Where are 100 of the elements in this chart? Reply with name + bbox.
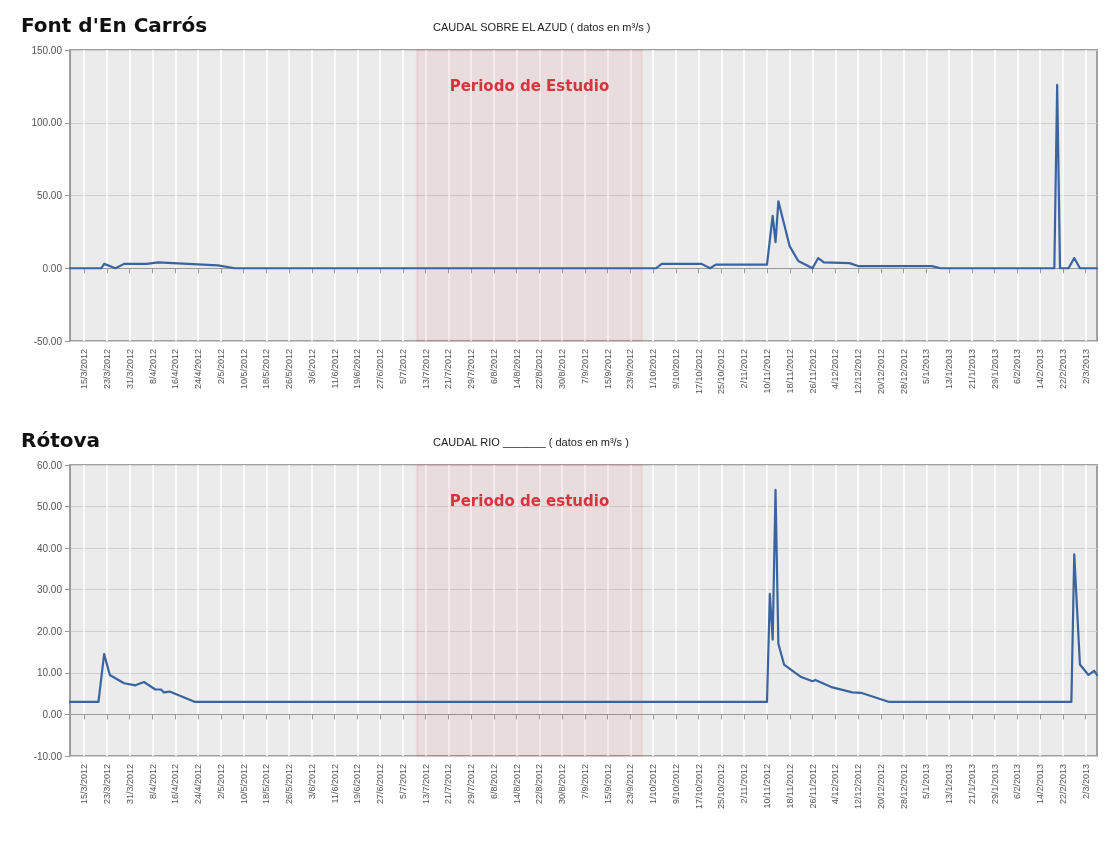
x-tick-label: 22/8/2012 [534,349,545,390]
x-tick-label: 13/1/2013 [944,349,955,390]
x-tick-label: 8/4/2012 [147,349,158,385]
x-tick-label: 13/7/2012 [420,764,431,805]
x-tick-label: 2/11/2012 [739,349,750,389]
y-tick-label: 60.00 [36,459,63,471]
x-tick-label: 2/11/2012 [739,764,750,804]
x-tick-label: 23/9/2012 [625,349,636,390]
x-tick-label: 5/7/2012 [397,349,408,385]
x-tick-label: 6/8/2012 [488,764,499,800]
y-tick-label: 30.00 [36,584,63,596]
y-tick-label: -50.00 [33,335,63,347]
band-label: Periodo de estudio [449,492,610,511]
band-label: Periodo de Estudio [449,77,610,96]
x-tick-label: 31/3/2012 [124,764,135,805]
x-tick-label: 14/8/2012 [511,764,522,805]
x-tick-label: 19/6/2012 [352,764,363,805]
x-tick-label: 29/7/2012 [466,349,477,390]
x-tick-label: 10/5/2012 [238,764,249,805]
x-tick-label: 29/7/2012 [466,764,477,805]
chart-subtitle: CAUDAL SOBRE EL AZUD ( datos en m³/s ) [433,20,651,33]
x-tick-label: 4/12/2012 [830,764,841,805]
x-tick-label: 28/12/2012 [898,349,909,395]
y-tick-label: 10.00 [36,667,63,679]
x-tick-label: 4/12/2012 [830,349,841,390]
x-tick-label: 23/9/2012 [625,764,636,805]
x-tick-label: 21/7/2012 [443,349,454,390]
x-tick-label: 6/2/2013 [1012,349,1023,385]
x-tick-label: 17/10/2012 [693,764,704,810]
x-tick-label: 9/10/2012 [670,349,681,390]
y-tick-label: 150.00 [31,44,63,56]
chart-title: Rótova [21,428,100,452]
x-tick-label: 27/6/2012 [375,764,386,805]
x-tick-label: 5/7/2012 [397,764,408,800]
x-tick-label: 27/6/2012 [375,349,386,390]
x-tick-label: 30/8/2012 [557,349,568,390]
x-tick-label: 23/3/2012 [101,349,112,390]
x-tick-label: 22/2/2013 [1057,764,1068,805]
y-tick-label: 100.00 [31,117,63,129]
x-tick-label: 26/5/2012 [284,349,295,390]
x-tick-label: 14/2/2013 [1035,349,1046,390]
x-tick-label: 21/7/2012 [443,764,454,805]
x-tick-label: 16/4/2012 [170,349,181,390]
chart-title: Font d'En Carrós [21,13,208,37]
x-tick-label: 30/8/2012 [557,764,568,805]
x-tick-label: 17/10/2012 [693,349,704,395]
x-tick-label: 10/5/2012 [238,349,249,390]
x-tick-label: 29/1/2013 [989,764,1000,805]
x-tick-label: 20/12/2012 [875,349,886,395]
x-tick-label: 5/1/2013 [921,349,932,385]
x-tick-label: 8/4/2012 [147,764,158,800]
x-tick-label: 2/5/2012 [215,349,226,385]
x-tick-label: 22/2/2013 [1057,349,1068,390]
x-tick-label: 3/6/2012 [306,349,317,385]
x-tick-label: 15/3/2012 [79,764,90,805]
x-tick-label: 21/1/2013 [966,349,977,390]
y-tick-label: -10.00 [33,750,63,762]
y-tick-label: 50.00 [36,501,63,513]
x-tick-label: 2/3/2013 [1080,349,1091,385]
x-tick-label: 9/10/2012 [670,764,681,805]
chart-subtitle: CAUDAL RIO _______ ( datos en m³/s ) [433,435,629,448]
y-tick-label: 40.00 [36,542,63,554]
x-tick-label: 19/6/2012 [352,349,363,390]
y-tick-label: 0.00 [42,262,63,274]
x-tick-label: 5/1/2013 [921,764,932,800]
x-tick-label: 26/11/2012 [807,764,818,809]
x-tick-label: 26/5/2012 [284,764,295,805]
y-tick-label: 0.00 [42,708,63,720]
x-tick-label: 28/12/2012 [898,764,909,810]
y-tick-label: 20.00 [36,625,63,637]
x-tick-label: 24/4/2012 [193,349,204,390]
x-tick-label: 15/3/2012 [79,349,90,390]
x-tick-label: 12/12/2012 [853,349,864,395]
x-tick-label: 10/11/2012 [761,764,772,809]
x-tick-label: 18/11/2012 [784,349,795,394]
x-tick-label: 11/6/2012 [329,764,340,804]
x-tick-label: 15/9/2012 [602,349,613,390]
x-tick-label: 29/1/2013 [989,349,1000,390]
x-tick-label: 10/11/2012 [761,349,772,394]
x-tick-label: 15/9/2012 [602,764,613,805]
x-tick-label: 11/6/2012 [329,349,340,389]
x-tick-label: 7/9/2012 [579,349,590,385]
x-tick-label: 1/10/2012 [648,349,659,390]
x-tick-label: 24/4/2012 [193,764,204,805]
x-tick-label: 6/2/2013 [1012,764,1023,800]
x-tick-label: 18/11/2012 [784,764,795,809]
x-tick-label: 20/12/2012 [875,764,886,810]
x-tick-label: 12/12/2012 [853,764,864,810]
x-tick-label: 13/1/2013 [944,764,955,805]
x-tick-label: 22/8/2012 [534,764,545,805]
x-tick-label: 1/10/2012 [648,764,659,805]
x-tick-label: 7/9/2012 [579,764,590,800]
x-tick-label: 16/4/2012 [170,764,181,805]
x-tick-label: 25/10/2012 [716,764,727,810]
x-tick-label: 23/3/2012 [101,764,112,805]
x-tick-label: 21/1/2013 [966,764,977,805]
x-tick-label: 26/11/2012 [807,349,818,394]
line-series [68,488,1099,704]
x-tick-label: 14/2/2013 [1035,764,1046,805]
x-tick-label: 14/8/2012 [511,349,522,390]
